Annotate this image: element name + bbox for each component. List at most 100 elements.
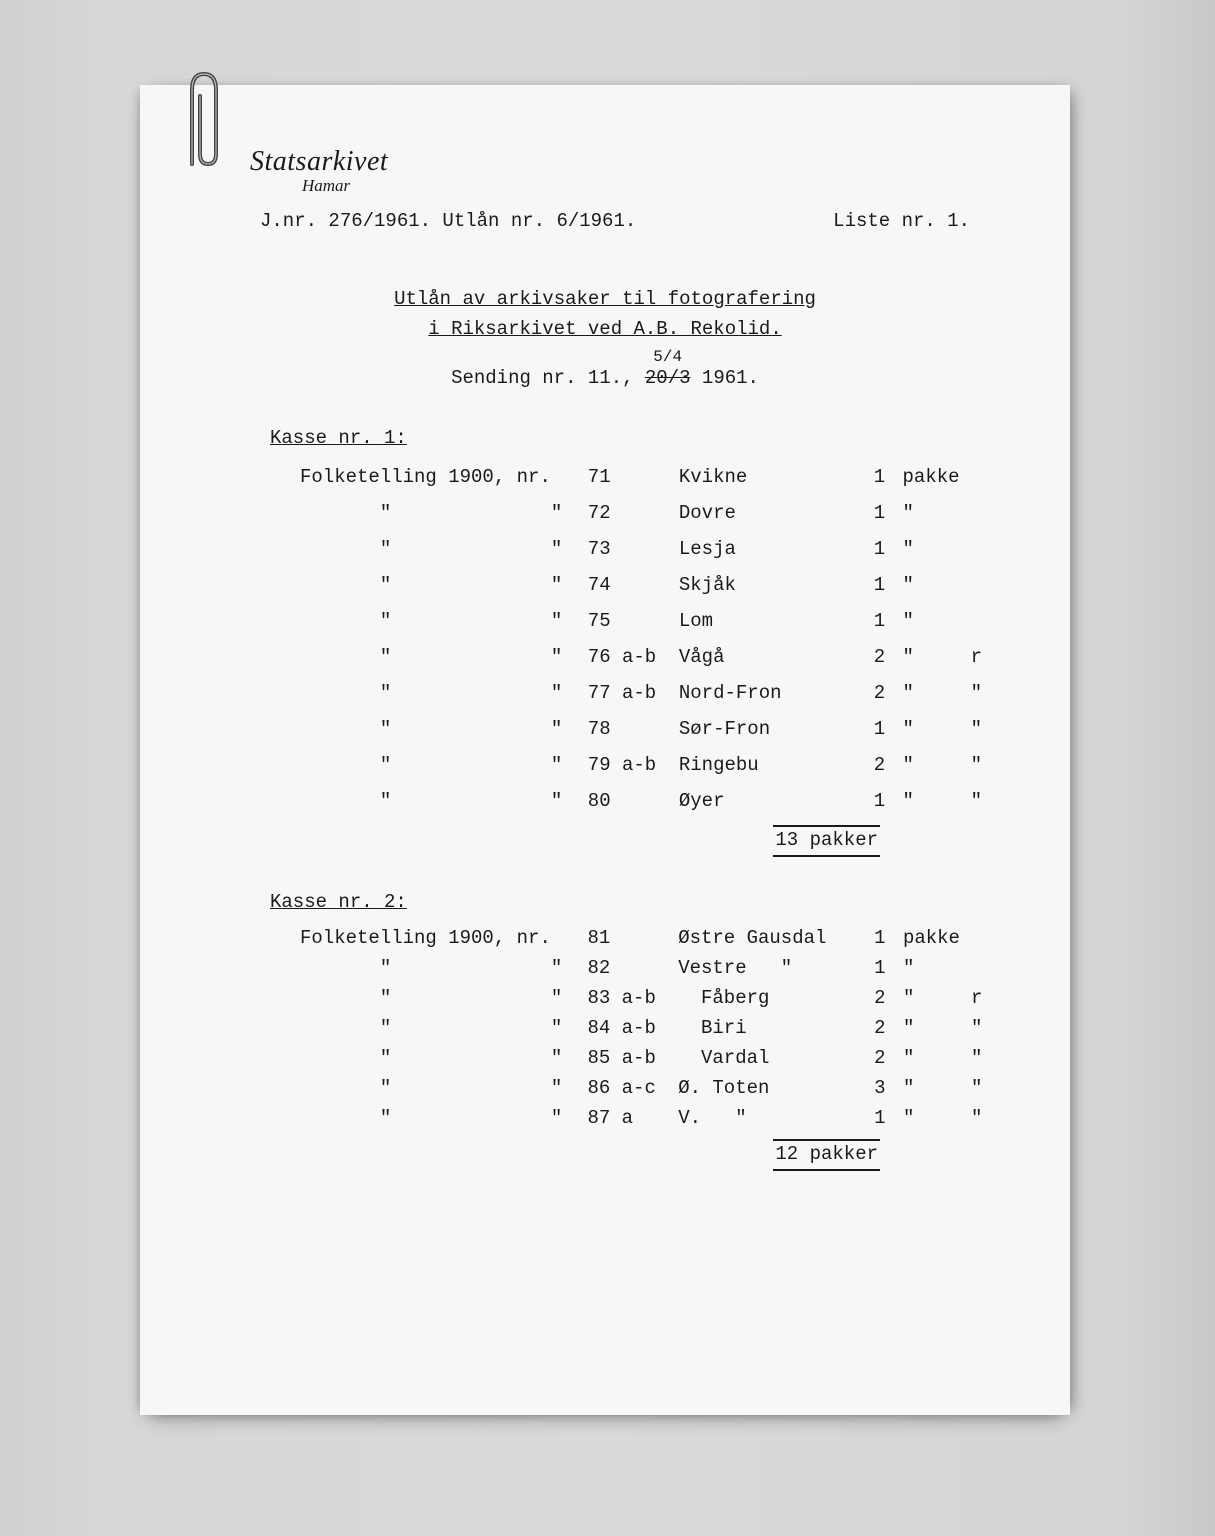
col-nr-ditto: " [551,747,588,783]
col-number: 84 a-b [587,1013,678,1043]
col-place: Biri [678,1013,847,1043]
col-nr-ditto [551,923,588,953]
col-tail [971,923,1000,953]
letterhead-org: Statsarkivet [250,146,1000,178]
col-place: Kvikne [679,459,846,495]
table-row: ""79 a-bRingebu2 "" [300,747,1000,783]
col-unit: " [891,783,971,819]
col-lead: " [300,639,551,675]
col-tail: r [971,639,1000,675]
col-unit: " [891,531,971,567]
col-count: 2 [847,1013,892,1043]
kasse-1-table: Folketelling 1900, nr.71Kvikne1 pakke ""… [300,459,1000,819]
col-lead: " [300,1103,551,1133]
col-unit: " [891,603,971,639]
kasse-1-head: Kasse nr. 1: [270,427,1000,449]
col-tail: " [971,1043,1000,1073]
col-tail: " [971,1073,1000,1103]
col-number: 85 a-b [587,1043,678,1073]
col-unit: " [891,639,971,675]
col-tail [971,603,1000,639]
col-unit: pakke [891,459,971,495]
col-lead: " [300,1043,551,1073]
col-count: 2 [846,639,891,675]
title-block: Utlån av arkivsaker til fotografering i … [210,284,1000,393]
col-lead: " [300,603,551,639]
col-number: 77 a-b [588,675,679,711]
document-page: Statsarkivet Hamar J.nr. 276/1961. Utlån… [140,85,1070,1415]
col-lead: " [300,747,551,783]
journal-ref: J.nr. 276/1961. Utlån nr. 6/1961. [260,210,636,232]
table-row: ""85 a-b Vardal2 "" [300,1043,1000,1073]
table-row: ""80Øyer1 "" [300,783,1000,819]
sending-post: 1961. [691,367,759,389]
col-nr-ditto: " [551,953,588,983]
col-unit: " [892,983,971,1013]
col-number: 72 [588,495,679,531]
col-unit: " [892,1103,971,1133]
col-place: V. " [678,1103,847,1133]
col-lead: " [300,983,551,1013]
table-row: ""72Dovre1 " [300,495,1000,531]
col-unit: " [892,1073,971,1103]
col-count: 1 [846,603,891,639]
col-number: 87 a [587,1103,678,1133]
table-row: ""75Lom1 " [300,603,1000,639]
col-tail [971,567,1000,603]
col-tail: " [971,1103,1000,1133]
col-unit: " [891,747,971,783]
col-number: 71 [588,459,679,495]
col-count: 1 [847,953,892,983]
col-tail: " [971,747,1000,783]
col-count: 2 [847,983,892,1013]
paperclip-icon [178,68,222,178]
kasse-2-head: Kasse nr. 2: [270,891,1000,913]
col-number: 80 [588,783,679,819]
col-lead: " [300,783,551,819]
table-row: Folketelling 1900, nr.71Kvikne1 pakke [300,459,1000,495]
col-unit: " [892,1013,971,1043]
letterhead-place: Hamar [302,176,1000,196]
col-count: 3 [847,1073,892,1103]
col-tail: " [971,711,1000,747]
col-nr-ditto: " [551,1103,588,1133]
col-number: 73 [588,531,679,567]
col-place: Østre Gausdal [678,923,847,953]
table-row: Folketelling 1900, nr.81Østre Gausdal1 p… [300,923,1000,953]
col-nr-ditto: " [551,1073,588,1103]
col-lead: " [300,1013,551,1043]
col-place: Ringebu [679,747,846,783]
col-nr-ditto: " [551,983,588,1013]
col-lead: " [300,1073,551,1103]
scan-background: Statsarkivet Hamar J.nr. 276/1961. Utlån… [0,0,1215,1536]
col-count: 1 [846,459,891,495]
col-number: 82 [587,953,678,983]
col-nr-ditto: " [551,495,588,531]
col-place: Sør-Fron [679,711,846,747]
col-nr-ditto: " [551,675,588,711]
table-row: ""78Sør-Fron1 "" [300,711,1000,747]
col-count: 2 [847,1043,892,1073]
col-unit: " [891,495,971,531]
col-nr-ditto: " [551,1043,588,1073]
col-place: Skjåk [679,567,846,603]
col-unit: " [892,1043,971,1073]
col-unit: " [892,953,971,983]
col-tail: " [971,783,1000,819]
col-tail [971,459,1000,495]
col-count: 1 [846,531,891,567]
col-count: 1 [846,495,891,531]
title-line-2: i Riksarkivet ved A.B. Rekolid. [428,318,781,340]
col-number: 83 a-b [587,983,678,1013]
col-unit: " [891,711,971,747]
col-count: 2 [846,747,891,783]
title-line-1: Utlån av arkivsaker til fotografering [394,288,816,310]
sending-pre: Sending nr. 11., [451,367,645,389]
col-tail [971,495,1000,531]
col-lead: " [300,531,551,567]
kasse-2-sum: 12 pakker [773,1139,880,1171]
col-nr-ditto: " [551,567,588,603]
col-place: Vardal [678,1043,847,1073]
col-place: Ø. Toten [678,1073,847,1103]
col-tail: r [971,983,1000,1013]
